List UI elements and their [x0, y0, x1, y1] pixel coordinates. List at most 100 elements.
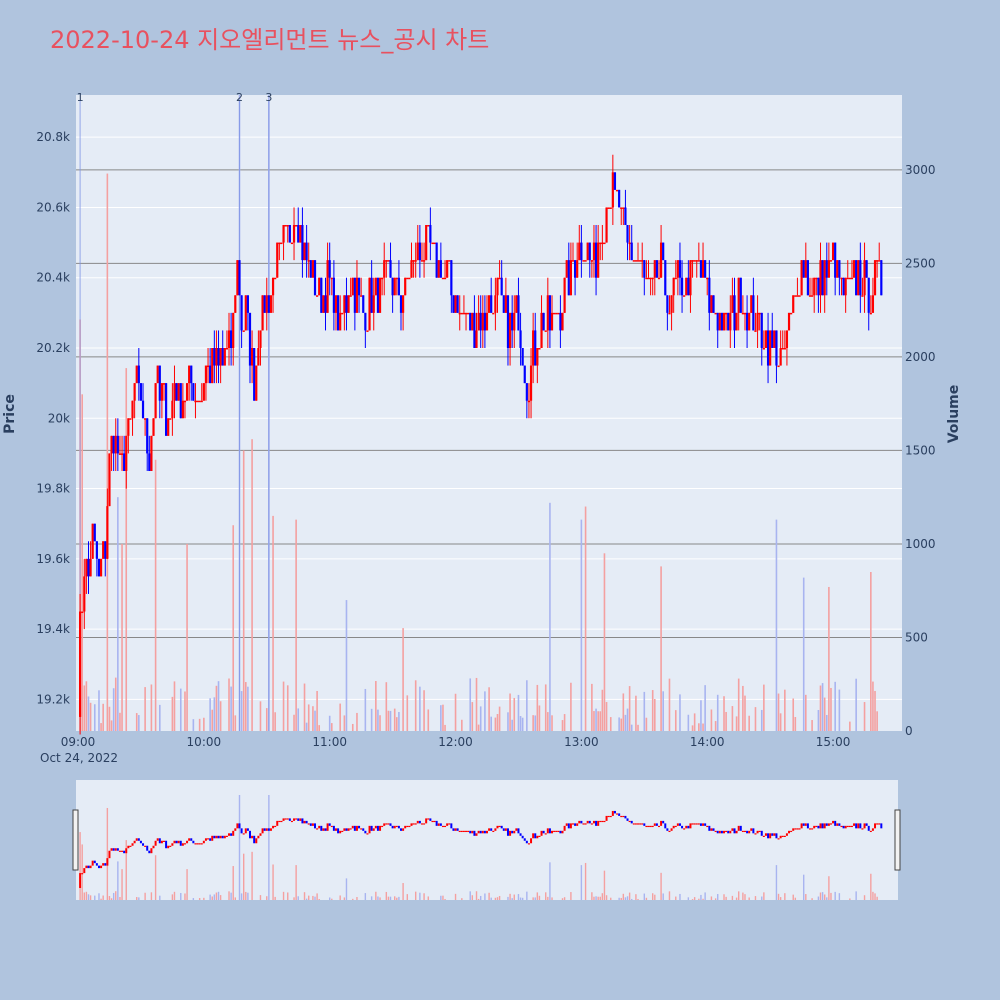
volume-bar — [775, 519, 778, 731]
range-slider-candle — [657, 825, 660, 828]
range-slider-candle — [418, 820, 421, 824]
candle-body — [347, 295, 350, 313]
volume-bar — [821, 683, 824, 731]
candle-body — [97, 558, 101, 577]
range-slider-candle — [584, 823, 587, 825]
candle-body — [831, 242, 835, 261]
range-slider-candle — [697, 823, 700, 825]
range-slider-candle — [739, 825, 742, 831]
range-slider-volume-bar — [186, 869, 188, 900]
range-slider-candle — [343, 828, 346, 831]
volume-bar — [213, 697, 216, 731]
candle-body — [771, 330, 774, 348]
volume-bar — [609, 717, 612, 731]
volume-bar — [406, 695, 409, 731]
range-slider-volume-bar — [547, 896, 549, 900]
candle-body — [452, 295, 455, 313]
candle-body — [532, 330, 535, 366]
candle-body — [834, 242, 837, 278]
candle-body — [852, 260, 856, 278]
volume-bar — [551, 715, 553, 731]
range-slider-candle — [238, 823, 241, 829]
candle-body — [91, 523, 94, 559]
range-slider[interactable] — [72, 780, 901, 900]
candle-body — [141, 400, 145, 419]
range-slider-volume-bar — [328, 897, 331, 900]
range-slider-volume-bar — [251, 851, 253, 900]
volume-bar — [125, 368, 128, 731]
range-slider-candle — [727, 830, 730, 834]
range-slider-candle — [444, 825, 447, 828]
candle-body — [387, 260, 390, 262]
volume-bar — [150, 684, 153, 731]
volume-bar — [305, 722, 308, 731]
range-slider-candle — [639, 823, 642, 825]
candle-body — [376, 277, 380, 313]
candle-body — [437, 260, 440, 278]
range-slider-candle — [542, 830, 545, 834]
range-slider-candle — [737, 825, 740, 831]
range-slider-candle — [89, 865, 92, 869]
candle-body — [351, 277, 354, 296]
candle-body — [139, 383, 143, 401]
volume-bar — [251, 439, 253, 731]
range-slider-candle — [125, 848, 128, 854]
range-slider-volume-bar — [643, 893, 646, 900]
candle-body — [800, 260, 803, 296]
range-slider-left-handle[interactable] — [72, 809, 79, 871]
volume-bar — [272, 515, 274, 731]
volume-bar — [385, 682, 388, 731]
range-slider-candle — [532, 833, 535, 839]
range-slider-candle — [152, 845, 155, 849]
volume-bar — [496, 714, 499, 731]
volume-bar — [630, 724, 633, 731]
volume-bar — [461, 719, 463, 731]
range-slider-volume-bar — [119, 896, 121, 900]
range-slider-candle — [538, 835, 541, 838]
range-slider-right-handle[interactable] — [894, 809, 901, 871]
candle-body — [234, 295, 237, 313]
range-slider-candle — [284, 818, 287, 820]
range-slider-volume-bar — [622, 893, 625, 900]
candle-body — [653, 260, 656, 278]
price-tick-label: 20.8k — [36, 130, 70, 144]
range-slider-candle — [720, 830, 723, 834]
range-slider-volume-bar — [318, 899, 320, 900]
volume-bar — [532, 715, 534, 731]
candle-body — [773, 330, 776, 348]
volume-bar — [198, 718, 201, 731]
range-slider-candle — [880, 823, 883, 829]
candle-body — [553, 312, 556, 315]
candle-body — [227, 330, 231, 348]
candle-body — [651, 277, 654, 280]
candle-body — [334, 295, 338, 313]
range-slider-candle — [431, 820, 434, 823]
range-slider-volume-bar — [87, 894, 90, 900]
annotation-label: 2 — [236, 91, 243, 104]
range-slider-volume-bar — [494, 897, 497, 900]
candle-body — [563, 277, 566, 313]
range-slider-candle — [710, 828, 713, 831]
candle-body — [758, 312, 761, 315]
candle-body — [341, 312, 344, 315]
range-slider-volume-bar — [377, 896, 379, 900]
range-slider-volume-bar — [731, 895, 734, 900]
range-slider-volume-bar — [735, 897, 738, 900]
range-slider-candle — [200, 843, 203, 845]
candle-body — [242, 330, 245, 332]
candle-body — [175, 383, 178, 401]
range-slider-volume-bar — [406, 894, 408, 900]
candle-body — [112, 435, 115, 454]
candle-body — [672, 277, 675, 296]
candle-body — [741, 312, 744, 315]
range-slider-candle — [475, 833, 478, 836]
range-slider-volume-bar — [79, 832, 81, 900]
range-slider-volume-bar — [830, 892, 832, 900]
range-slider-candle — [848, 825, 851, 828]
range-slider-candle — [402, 828, 405, 831]
candle-body — [844, 277, 847, 296]
candle-body — [584, 260, 587, 262]
candle-body — [649, 277, 652, 280]
volume-bar — [584, 506, 587, 731]
range-slider-candle — [81, 873, 84, 875]
